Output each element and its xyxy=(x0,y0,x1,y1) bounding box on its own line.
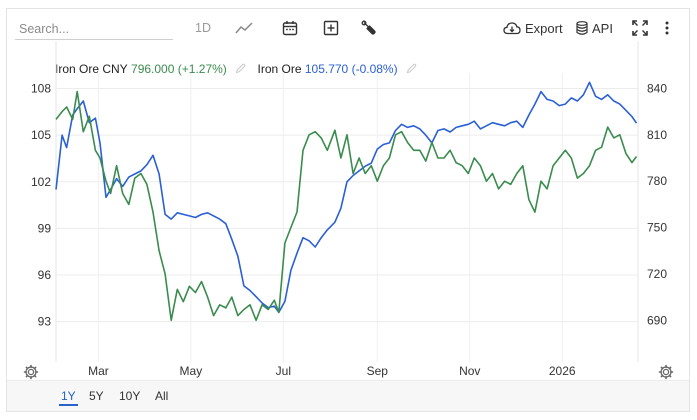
legend-series-value: 105.770 xyxy=(304,61,349,76)
chart-type-button[interactable] xyxy=(233,18,255,38)
left-axis-tick-label: 99 xyxy=(38,221,52,235)
range-button-1y[interactable]: 1Y xyxy=(59,388,78,406)
left-axis-tick-label: 108 xyxy=(31,82,51,96)
api-label: API xyxy=(592,20,613,36)
more-vertical-icon xyxy=(665,21,669,35)
range-selector: 1Y 5Y 10Y All xyxy=(7,380,689,411)
add-series-button[interactable] xyxy=(320,18,342,38)
more-options-button[interactable] xyxy=(660,18,674,38)
settings-tools-button[interactable] xyxy=(358,18,380,38)
legend-series-name: Iron Ore CNY xyxy=(55,61,128,76)
series-line-iron-ore xyxy=(55,81,638,314)
chart-widget: 1D xyxy=(6,8,690,412)
calendar-icon xyxy=(282,21,298,36)
range-button-10y[interactable]: 10Y xyxy=(119,389,141,403)
pencil-icon[interactable] xyxy=(235,63,246,74)
right-axis-tick-label: 840 xyxy=(647,81,667,95)
api-button[interactable]: API xyxy=(576,18,616,38)
legend-series-change: (-0.08%) xyxy=(351,61,398,76)
fullscreen-icon xyxy=(632,20,648,36)
legend-series-value: 796.000 xyxy=(131,61,175,76)
x-axis-tick-label: 2026 xyxy=(549,364,576,378)
series-line-iron-ore-cny xyxy=(55,90,638,322)
calendar-button[interactable] xyxy=(279,18,301,38)
right-axis-tick-label: 750 xyxy=(647,221,667,235)
legend-series-change: (+1.27%) xyxy=(177,61,227,76)
interval-button[interactable]: 1D xyxy=(195,21,211,35)
legend-series-name: Iron Ore xyxy=(257,61,302,76)
database-icon xyxy=(576,21,588,35)
left-axis-tick-label: 105 xyxy=(31,128,51,142)
fullscreen-button[interactable] xyxy=(629,18,651,38)
left-axis-tick-label: 96 xyxy=(38,268,52,282)
chart-legend: Iron Ore CNY 796.000 (+1.27%) Iron Ore 1… xyxy=(55,61,425,76)
left-axis-tick-label: 102 xyxy=(31,175,51,189)
wrench-icon xyxy=(361,20,376,35)
right-axis-tick-label: 780 xyxy=(647,174,667,188)
x-axis-tick-label: Nov xyxy=(459,364,480,378)
plus-square-icon xyxy=(323,20,339,36)
export-label: Export xyxy=(525,20,563,36)
export-button[interactable]: Export xyxy=(503,18,563,38)
price-chart: 93 96 99 102 105 108 690 720 750 780 810 840 Mar May J… xyxy=(31,41,667,378)
search-input[interactable] xyxy=(15,18,173,40)
right-axis-tick-label: 810 xyxy=(647,128,667,142)
toolbar: 1D xyxy=(7,9,689,45)
right-axis-tick-label: 720 xyxy=(647,267,667,281)
x-axis-tick-label: Jul xyxy=(276,364,291,378)
x-axis-tick-label: Sep xyxy=(367,364,389,378)
x-axis-tick-label: May xyxy=(180,364,203,378)
gear-icon[interactable] xyxy=(23,364,39,380)
cloud-download-icon xyxy=(503,22,521,35)
left-axis-tick-label: 93 xyxy=(38,315,52,329)
x-axis-tick-label: Mar xyxy=(88,364,109,378)
range-button-all[interactable]: All xyxy=(155,389,169,403)
line-chart-icon xyxy=(235,22,253,34)
right-axis-tick-label: 690 xyxy=(647,313,667,327)
range-button-5y[interactable]: 5Y xyxy=(89,389,104,403)
gear-icon[interactable] xyxy=(658,364,674,380)
pencil-icon[interactable] xyxy=(406,63,417,74)
